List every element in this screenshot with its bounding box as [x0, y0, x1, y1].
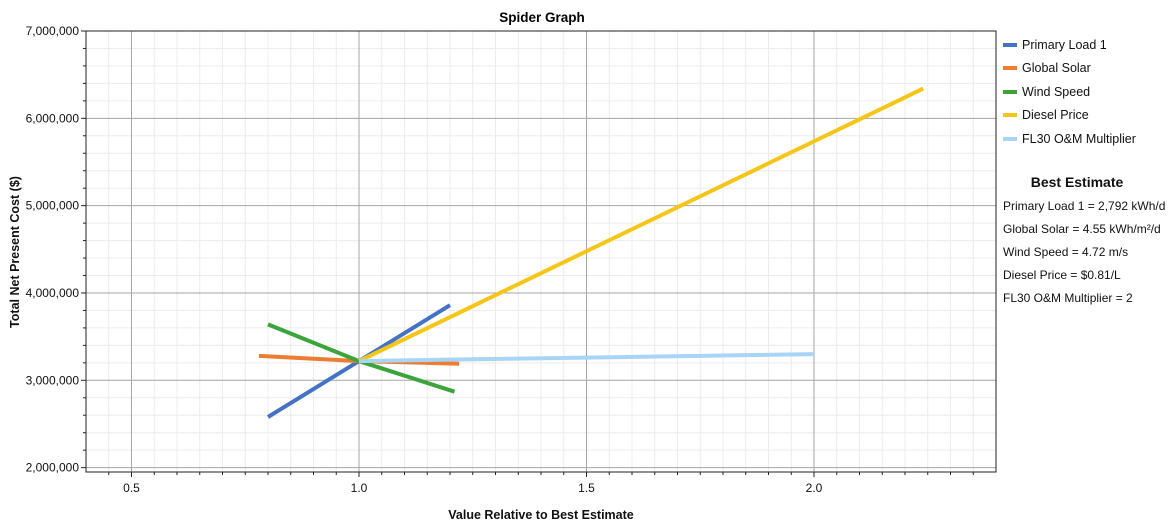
legend-label: Wind Speed — [1022, 84, 1091, 99]
legend-swatch — [1003, 113, 1017, 118]
best-estimate-title: Best Estimate — [1030, 174, 1124, 190]
best-estimate-line: Wind Speed = 4.72 m/s — [1003, 245, 1129, 259]
legend-item: Primary Load 1 — [1003, 33, 1171, 57]
legend-item: Wind Speed — [1003, 80, 1171, 104]
y-tick-label: 5,000,000 — [26, 199, 80, 213]
series-line-diesel-price — [358, 86, 925, 363]
legend-swatch — [1003, 42, 1017, 47]
y-tick-label: 4,000,000 — [26, 286, 80, 300]
legend-swatch — [1003, 66, 1017, 71]
x-tick-label: 1.0 — [351, 481, 368, 495]
legend-label: Primary Load 1 — [1022, 37, 1107, 52]
x-axis-ticks: 0.5 1.0 1.5 2.0 — [108, 472, 974, 495]
best-estimate-line: Global Solar = 4.55 kWh/m²/d — [1003, 222, 1161, 236]
y-tick-label: 2,000,000 — [26, 461, 80, 475]
legend-label: Diesel Price — [1022, 108, 1089, 123]
grid — [86, 30, 996, 472]
y-tick-label: 7,000,000 — [26, 24, 80, 38]
series-lines — [258, 86, 925, 419]
legend-item: Global Solar — [1003, 57, 1171, 81]
best-estimate-line: Diesel Price = $0.81/L — [1003, 268, 1121, 282]
y-tick-label: 6,000,000 — [26, 111, 80, 125]
y-axis-ticks: 2,000,000 3,000,000 4,000,000 5,000,000 6,00… — [26, 24, 86, 475]
x-tick-label: 2.0 — [806, 481, 823, 495]
series-line-fl30-o-m-multiplier — [358, 352, 815, 364]
legend-swatch — [1003, 136, 1017, 141]
x-tick-label: 0.5 — [123, 481, 140, 495]
legend-label: FL30 O&M Multiplier — [1022, 131, 1136, 146]
legend-item: Diesel Price — [1003, 104, 1171, 128]
best-estimate-line: Primary Load 1 = 2,792 kWh/d — [1003, 199, 1166, 213]
legend-swatch — [1003, 89, 1017, 94]
y-axis-label: Total Net Present Cost ($) — [8, 176, 22, 328]
legend-item: FL30 O&M Multiplier — [1003, 127, 1171, 151]
best-estimate-panel: Best Estimate Primary Load 1 = 2,792 kWh… — [1003, 174, 1173, 310]
legend-label: Global Solar — [1022, 61, 1091, 76]
y-tick-label: 3,000,000 — [26, 373, 80, 387]
legend: Primary Load 1 Global Solar Wind Speed Dies… — [1003, 33, 1171, 151]
best-estimate-line: FL30 O&M Multiplier = 2 — [1003, 291, 1133, 305]
x-axis-label: Value Relative to Best Estimate — [448, 508, 634, 522]
chart-title: Spider Graph — [499, 10, 585, 25]
x-tick-label: 1.5 — [578, 481, 595, 495]
